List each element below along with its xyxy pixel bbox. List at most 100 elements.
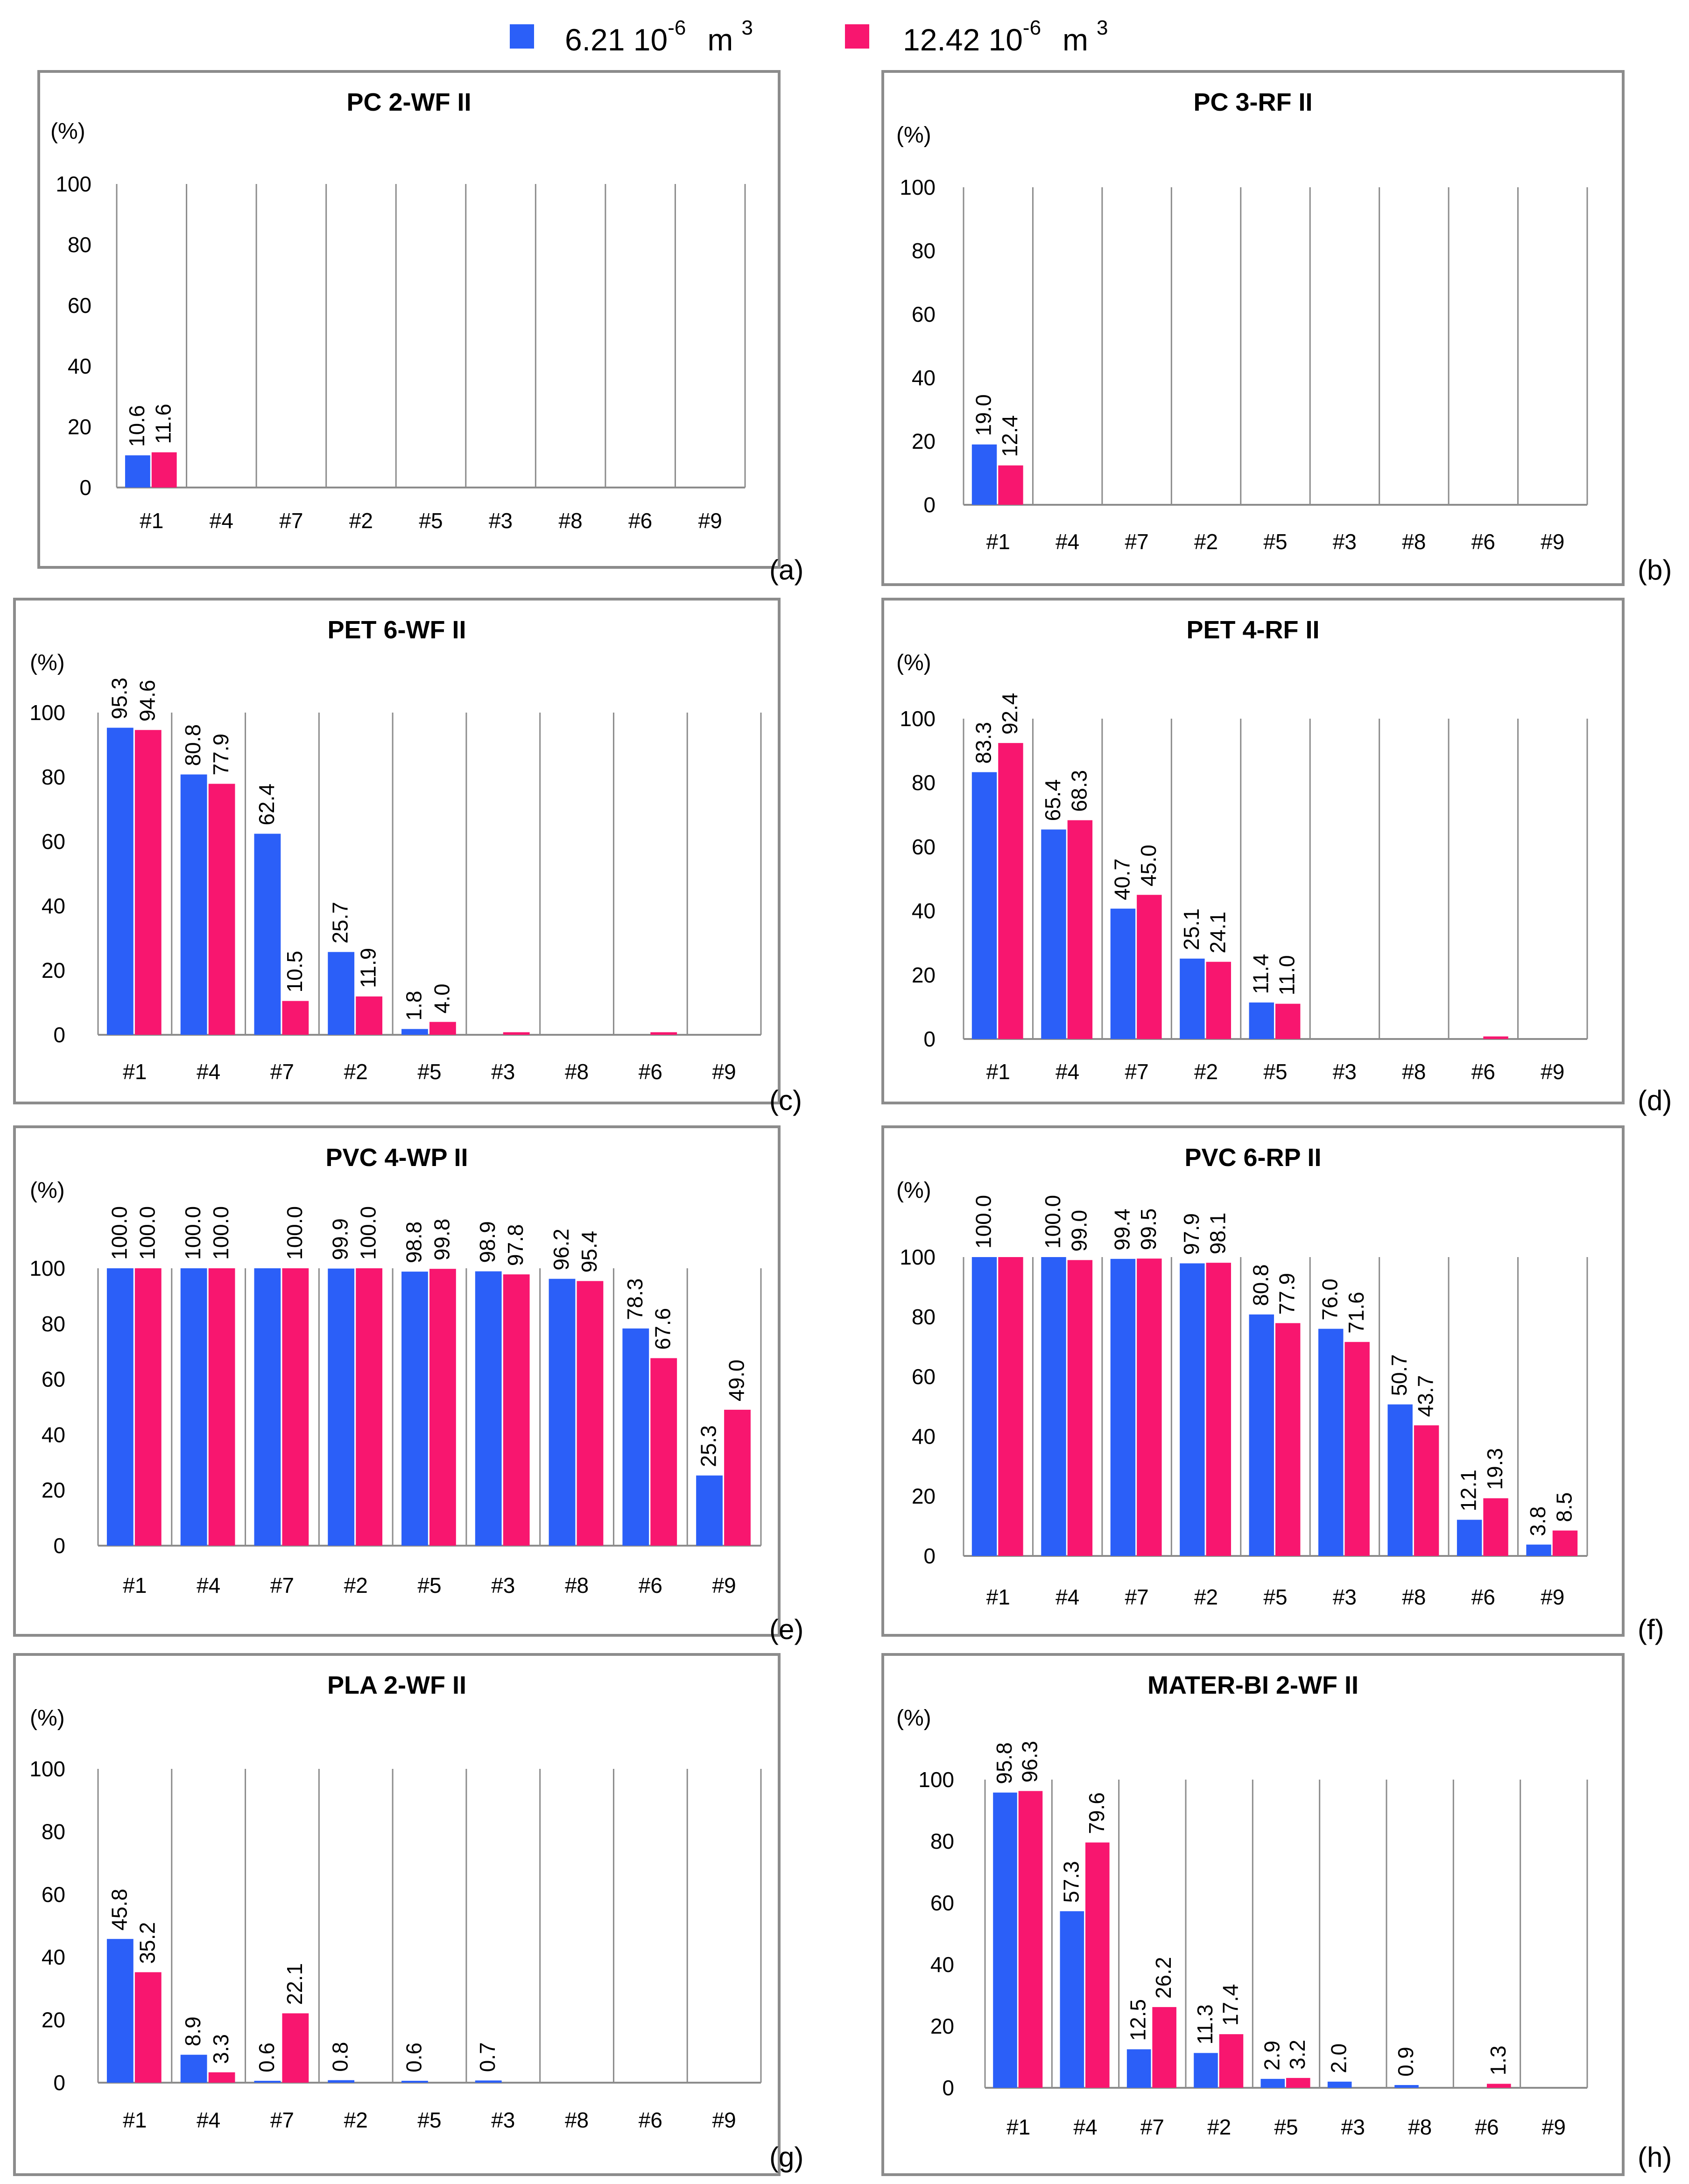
x-tick-label: #6 [628,509,652,533]
bar-series-1 [180,1268,207,1546]
y-tick-label: 60 [42,1882,65,1907]
data-label: 10.6 [125,405,149,447]
y-tick-label: 60 [930,1891,954,1915]
bar-series-1 [1249,1314,1274,1556]
chart-title: PC 3-RF II [1193,88,1313,116]
y-tick-label: 100 [29,1757,65,1781]
x-tick-label: #9 [1541,1060,1564,1084]
y-tick-label: 20 [68,415,91,439]
y-tick-label: 40 [42,1945,65,1969]
chart-panel-d: PET 4-RF II (%) 0 20 40 60 80 100 83.3 92.4 #1 65… [881,598,1625,1104]
bar-series-1 [1041,1257,1066,1556]
y-tick-label: 20 [42,1478,65,1502]
data-label: 22.1 [282,1963,307,2005]
bar-chart-svg: 0 20 40 60 80 100 95.3 94.6 #1 80.8 77.9 #4 62.4 10.5… [29,678,762,1084]
data-label: 80.8 [1248,1264,1273,1306]
bar-series-1 [475,2080,502,2083]
x-tick-label: #3 [1333,1060,1357,1084]
bar-series-1 [125,455,150,488]
x-tick-label: #4 [210,509,233,533]
y-tick-label: 80 [42,765,65,789]
x-tick-label: #3 [491,2108,515,2132]
chart-panel-b: PC 3-RF II (%) 0 20 40 60 80 100 19.0 12.4 #1 #4 #… [881,70,1625,586]
bar-series-2 [1275,1004,1301,1039]
y-tick-label: 20 [930,2014,954,2038]
data-label: 99.9 [328,1218,352,1260]
y-tick-label: 0 [79,475,91,500]
y-axis-unit-label: (%) [896,1706,931,1731]
x-tick-label: #4 [1073,2115,1097,2139]
y-tick-label: 0 [53,1534,65,1558]
data-label: 40.7 [1110,858,1134,900]
x-tick-label: #8 [565,1060,589,1084]
chart-panel-c: PET 6-WF II (%) 0 20 40 60 80 100 95.3 94.6 #1 80… [13,598,781,1104]
bar-series-1 [328,1268,355,1546]
chart-title: PC 2-WF II [346,88,472,116]
y-axis-unit-label: (%) [896,1178,931,1203]
bar-series-1 [401,1272,428,1546]
x-tick-label: #2 [344,1060,368,1084]
bar-series-2 [282,2013,309,2083]
bar-series-2 [429,1022,456,1035]
y-tick-label: 80 [912,239,936,263]
x-tick-label: #9 [712,1573,736,1597]
y-tick-label: 40 [912,1424,936,1449]
bar-chart-svg: 0 20 40 60 80 100 45.835.2 #1 8.93.3 #4 0.6 22.1 #7 0… [29,1757,762,2132]
y-tick-label: 0 [923,1027,936,1051]
bar-series-2 [503,1274,530,1546]
bar-series-1 [1249,1002,1274,1039]
bar-series-1 [401,1029,428,1035]
bar-series-1 [328,952,355,1035]
x-tick-label: #3 [1333,1585,1357,1609]
x-tick-label: #7 [1125,530,1149,554]
bar-series-1 [106,1268,134,1546]
bar-series-2 [1414,1425,1439,1556]
data-label: 100.0 [181,1206,205,1260]
data-label: 100.0 [135,1206,159,1260]
bar-series-2 [208,2072,235,2083]
y-tick-label: 60 [912,302,936,326]
bar-series-2 [1483,1036,1508,1039]
data-label: 98.1 [1205,1213,1230,1255]
data-label: 79.6 [1084,1792,1109,1834]
chart-panel-a: PC 2-WF II (%) 0 20 40 60 80 100 10.6 11.6 #1 #4 #… [37,70,781,569]
panel-letter-a: (a) [769,554,804,586]
y-tick-label: 80 [930,1829,954,1853]
data-label: 96.2 [549,1229,573,1271]
x-tick-label: #7 [270,1573,294,1597]
bar-series-2 [1219,2034,1244,2088]
data-label: 12.4 [998,415,1022,457]
data-label: 94.6 [135,680,159,722]
data-label: 45.0 [1136,845,1161,887]
data-label: 4.0 [429,983,454,1013]
x-tick-label: #4 [1056,530,1079,554]
x-tick-label: #1 [1006,2115,1030,2139]
data-label: 0.7 [475,2042,500,2072]
x-tick-label: #5 [1274,2115,1298,2139]
data-label: 95.4 [577,1231,601,1273]
data-label: 100.0 [107,1206,131,1260]
data-label: 68.3 [1067,770,1091,812]
data-label: 2.0 [1327,2043,1351,2073]
bar-series-2 [282,1001,309,1035]
bar-series-1 [254,1268,281,1546]
data-label: 98.9 [475,1221,500,1263]
bar-series-1 [328,2080,355,2083]
y-axis-unit-label: (%) [30,650,65,675]
x-tick-label: #4 [1056,1060,1079,1084]
data-label: 35.2 [135,1922,159,1964]
bar-series-2 [1085,1842,1110,2088]
y-axis-unit-label: (%) [896,650,931,675]
data-label: 24.1 [1205,912,1230,954]
x-tick-label: #3 [491,1573,515,1597]
x-tick-label: #8 [565,1573,589,1597]
legend-swatch-series-2 [845,24,869,49]
y-tick-label: 20 [912,963,936,987]
data-label: 100.0 [1041,1195,1065,1249]
y-tick-label: 60 [42,1367,65,1392]
bar-series-2 [356,996,383,1035]
y-tick-label: 100 [900,1245,936,1269]
data-label: 97.8 [503,1224,528,1266]
bar-series-2 [1487,2084,1511,2088]
